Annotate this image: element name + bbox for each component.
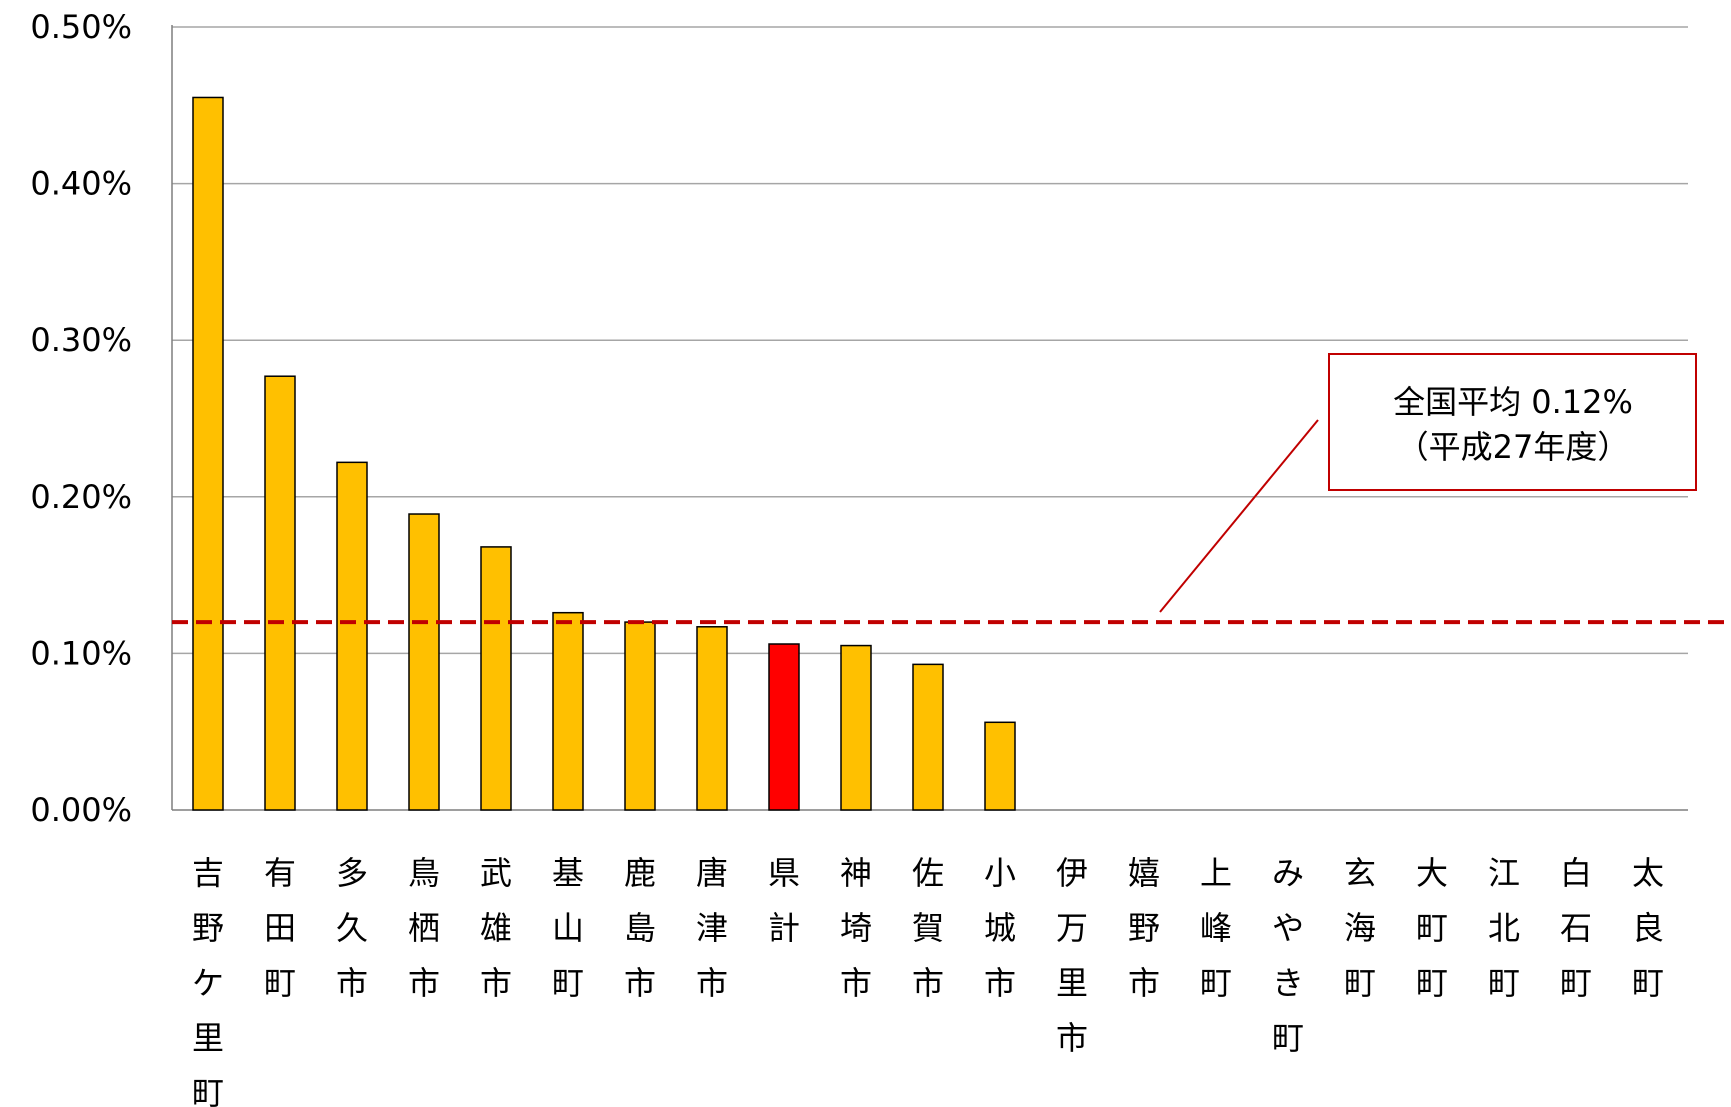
bar-8	[768, 643, 800, 811]
bar-4	[480, 546, 512, 811]
y-tick-label: 0.40%	[30, 165, 132, 203]
x-tick-label: 江北町	[1488, 854, 1520, 1002]
x-tick-label: 白石町	[1560, 854, 1592, 1002]
bar-9	[840, 644, 872, 811]
x-tick-label: 鳥栖市	[408, 854, 440, 1002]
bar-7	[696, 626, 728, 811]
x-tick-label: 大町町	[1416, 854, 1448, 1002]
x-tick-label: 小城市	[984, 854, 1016, 1002]
x-tick-label: 県計	[768, 854, 800, 947]
x-tick-label: 嬉野市	[1128, 854, 1160, 1002]
y-tick-label: 0.10%	[30, 634, 132, 672]
annotation-group: 全国平均 0.12% （平成27年度）	[1159, 353, 1697, 613]
bar-5	[552, 611, 584, 811]
y-tick-label: 0.30%	[30, 321, 132, 359]
x-tick-labels: 吉野ケ里町 有田町 多久市 鳥栖市 武雄市 基山町 鹿島市 唐津市 県計 神埼市 佐賀市 小城市 伊万里…	[192, 854, 1664, 1107]
annotation-box	[1328, 353, 1697, 491]
x-tick-label: 唐津市	[696, 854, 728, 1002]
x-tick-label: 多久市	[336, 854, 368, 1002]
bar-3	[408, 513, 440, 811]
bar-10	[912, 663, 944, 811]
gridlines	[172, 26, 1688, 655]
bar-0	[192, 96, 224, 811]
y-tick-labels: 0.00% 0.10% 0.20% 0.30% 0.40% 0.50%	[30, 8, 132, 829]
x-tick-label: 上峰町	[1200, 854, 1232, 1002]
x-tick-label: 武雄市	[480, 854, 512, 1002]
annotation-line-1: 全国平均 0.12%	[1393, 383, 1633, 421]
x-tick-label: 有田町	[264, 854, 296, 1002]
bars	[192, 96, 1016, 811]
x-tick-label: 神埼市	[840, 854, 872, 1002]
x-tick-label: 鹿島市	[624, 854, 656, 1002]
bar-6	[624, 621, 656, 811]
annotation-line-2: （平成27年度）	[1397, 428, 1630, 466]
x-tick-label: 玄海町	[1344, 854, 1376, 1002]
x-tick-label: みやき町	[1272, 854, 1304, 1057]
x-tick-label: 基山町	[552, 854, 584, 1002]
annotation-leader-line	[1159, 419, 1319, 613]
bar-2	[336, 461, 368, 811]
x-tick-label: 佐賀市	[912, 854, 944, 1002]
bar-1	[264, 375, 296, 811]
x-tick-label: 吉野ケ里町	[192, 854, 224, 1107]
x-tick-label: 太良町	[1632, 854, 1664, 1002]
x-tick-label: 伊万里市	[1056, 854, 1088, 1057]
y-tick-label: 0.50%	[30, 8, 132, 46]
y-tick-label: 0.20%	[30, 478, 132, 516]
bar-11	[984, 721, 1016, 811]
y-tick-label: 0.00%	[30, 791, 132, 829]
